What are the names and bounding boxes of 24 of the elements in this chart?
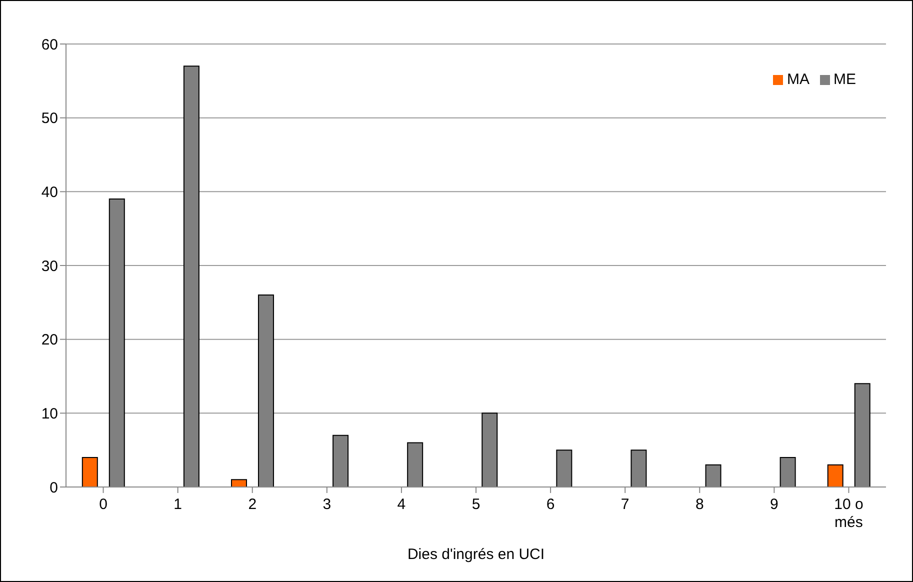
x-tick-label: 0 [99,496,108,513]
x-tick-label: 10 o més [834,496,864,531]
legend-label: MA [787,71,810,88]
x-tick-label: 9 [770,496,778,513]
x-tick-label: 8 [695,496,704,513]
bar [230,479,247,487]
x-tick-label: 1 [174,496,182,513]
y-tick-label: 60 [41,36,58,54]
y-tick-label: 0 [50,479,58,496]
x-tick-label: 6 [546,496,555,513]
x-tick-label: 5 [472,496,480,513]
y-tick-label: 50 [41,110,58,128]
bar [827,464,844,487]
x-tick-label: 7 [620,496,630,513]
y-tick-label: 10 [41,405,58,422]
legend-label: ME [834,71,856,88]
y-tick-label: 30 [41,258,58,275]
y-tick-label: 20 [41,332,58,349]
x-tick-label: 2 [248,496,257,513]
x-tick-label: 3 [322,496,332,513]
x-tick-label: 4 [397,496,406,513]
x-axis-title: Dies d'ingrés en UCI [407,546,545,563]
y-tick-label: 40 [41,184,58,201]
bar [82,456,98,487]
